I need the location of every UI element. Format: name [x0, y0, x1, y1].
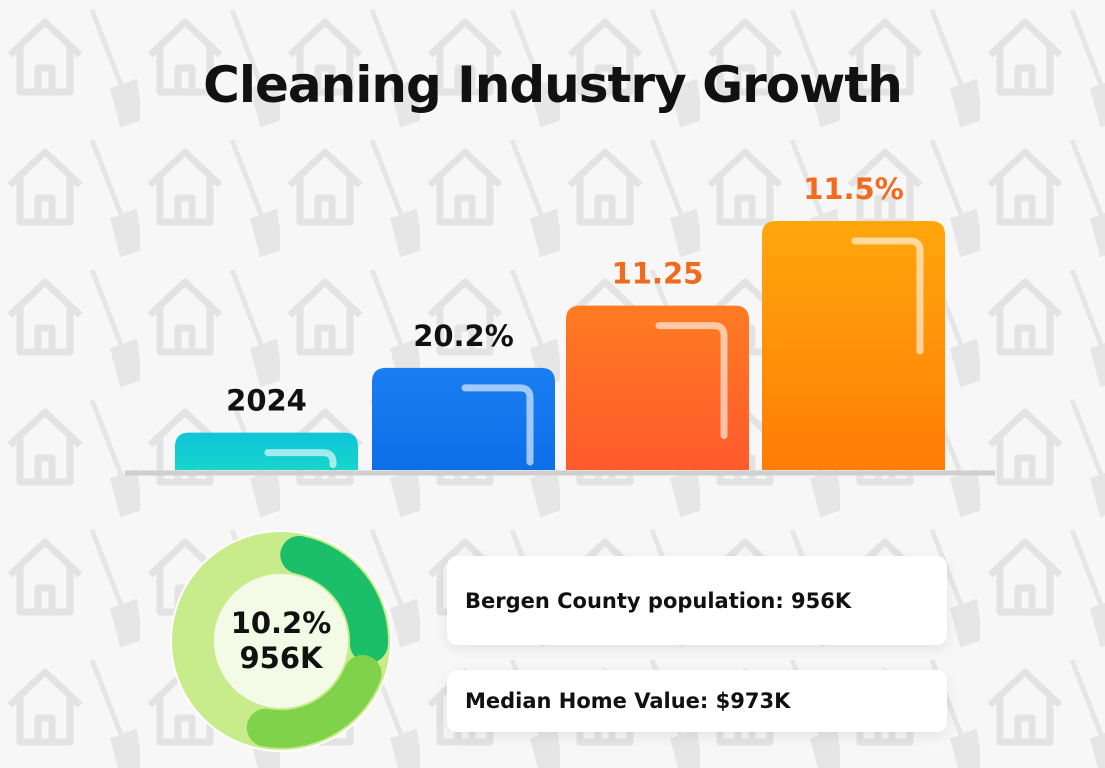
bar-data-label: 11.5% — [803, 172, 904, 206]
bar-2 — [372, 367, 555, 470]
donut-arc-2 — [246, 654, 382, 748]
home-value-text: Median Home Value: $973K — [465, 689, 791, 713]
bar-data-label: 2024 — [226, 384, 307, 418]
donut-value-count: 956K — [239, 641, 323, 675]
bar-data-label: 11.25 — [612, 257, 704, 291]
chart-title: Cleaning Industry Growth — [203, 56, 903, 114]
bar-highlight — [851, 237, 924, 355]
donut-arc-1 — [280, 535, 388, 664]
bar-4 — [762, 221, 945, 470]
bar-3 — [566, 305, 749, 470]
bar-highlight — [461, 384, 534, 466]
bar-highlight — [264, 449, 337, 469]
bar-highlight — [655, 322, 728, 440]
donut-value-percent: 10.2% — [230, 606, 332, 641]
bar-data-label: 20.2% — [413, 319, 514, 353]
population-text: Bergen County population: 956K — [465, 588, 852, 613]
donut-center — [214, 574, 348, 708]
population-card: Bergen County population: 956K — [447, 556, 947, 645]
home-value-card: Median Home Value: $973K — [447, 670, 947, 732]
donut-chart: 10.2% 956K — [168, 528, 394, 754]
